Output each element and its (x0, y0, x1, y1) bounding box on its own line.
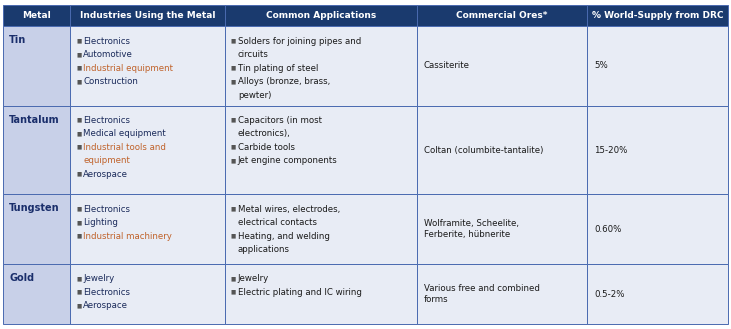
Bar (70, 106, 225, 194)
Text: Medical equipment: Medical equipment (83, 129, 166, 138)
Text: equipment: equipment (83, 156, 130, 165)
Bar (587, 106, 728, 194)
Text: ■: ■ (231, 79, 236, 84)
Text: Industries Using the Metal: Industries Using the Metal (80, 11, 216, 20)
Text: Tantalum: Tantalum (9, 114, 60, 125)
Bar (3, 26, 70, 106)
Text: Automotive: Automotive (83, 50, 133, 59)
Bar (587, 264, 728, 324)
Text: Lighting: Lighting (83, 218, 118, 227)
Text: Alloys (bronze, brass,: Alloys (bronze, brass, (238, 77, 330, 86)
Bar (417, 264, 587, 324)
Text: Jewelry: Jewelry (83, 274, 115, 283)
Text: electronics),: electronics), (238, 129, 291, 138)
Bar (225, 5, 417, 26)
Text: ■: ■ (77, 118, 82, 123)
Text: ■: ■ (231, 158, 236, 163)
Text: Electronics: Electronics (83, 37, 130, 45)
Text: ■: ■ (77, 303, 82, 308)
Text: ■: ■ (77, 290, 82, 295)
Text: circuits: circuits (238, 50, 269, 59)
Text: Common Applications: Common Applications (266, 11, 376, 20)
Text: 5%: 5% (594, 62, 608, 70)
Text: ■: ■ (77, 234, 82, 239)
Text: electrical contacts: electrical contacts (238, 218, 317, 227)
Bar (225, 26, 417, 106)
Bar (417, 26, 587, 106)
Text: applications: applications (238, 245, 290, 254)
Bar (587, 5, 728, 26)
Text: Cassiterite: Cassiterite (424, 62, 470, 70)
Text: ■: ■ (77, 145, 82, 150)
Text: 0.60%: 0.60% (594, 225, 622, 234)
Bar (3, 106, 70, 194)
Bar (225, 106, 417, 194)
Text: Gold: Gold (9, 273, 34, 283)
Text: Carbide tools: Carbide tools (238, 143, 295, 152)
Text: Industrial equipment: Industrial equipment (83, 63, 173, 72)
Text: Heating, and welding: Heating, and welding (238, 232, 330, 241)
Text: Various free and combined
forms: Various free and combined forms (424, 284, 540, 304)
Text: pewter): pewter) (238, 90, 271, 99)
Bar (225, 264, 417, 324)
Text: Industrial machinery: Industrial machinery (83, 232, 173, 241)
Text: ■: ■ (77, 79, 82, 84)
Text: ■: ■ (77, 131, 82, 136)
Text: Electronics: Electronics (83, 205, 130, 214)
Text: ■: ■ (77, 52, 82, 57)
Text: ■: ■ (77, 65, 82, 70)
Text: 15-20%: 15-20% (594, 145, 628, 155)
Bar (70, 5, 225, 26)
Bar (3, 194, 70, 264)
Text: ■: ■ (77, 220, 82, 225)
Text: ■: ■ (77, 172, 82, 177)
Text: ■: ■ (231, 118, 236, 123)
Text: Electric plating and IC wiring: Electric plating and IC wiring (238, 288, 362, 297)
Text: Commercial Ores*: Commercial Ores* (456, 11, 548, 20)
Text: ■: ■ (231, 290, 236, 295)
Text: ■: ■ (231, 234, 236, 239)
Text: Industrial tools and: Industrial tools and (83, 143, 166, 152)
Text: Capacitors (in most: Capacitors (in most (238, 116, 322, 125)
Bar (587, 194, 728, 264)
Bar (417, 106, 587, 194)
Text: ■: ■ (231, 65, 236, 70)
Text: Jewelry: Jewelry (238, 274, 269, 283)
Text: ■: ■ (231, 145, 236, 150)
Text: Construction: Construction (83, 77, 138, 86)
Text: Electronics: Electronics (83, 288, 130, 297)
Text: Jet engine components: Jet engine components (238, 156, 338, 165)
Text: ■: ■ (77, 207, 82, 212)
Bar (225, 194, 417, 264)
Text: % World-Supply from DRC: % World-Supply from DRC (592, 11, 724, 20)
Text: ■: ■ (231, 276, 236, 281)
Text: 0.5-2%: 0.5-2% (594, 290, 625, 298)
Text: ■: ■ (231, 207, 236, 212)
Text: Aerospace: Aerospace (83, 301, 129, 310)
Bar (3, 5, 70, 26)
Text: Metal wires, electrodes,: Metal wires, electrodes, (238, 205, 340, 214)
Bar (70, 194, 225, 264)
Text: ■: ■ (231, 38, 236, 43)
Text: Electronics: Electronics (83, 116, 130, 125)
Text: Tin plating of steel: Tin plating of steel (238, 63, 318, 72)
Text: Tungsten: Tungsten (9, 203, 60, 214)
Text: Aerospace: Aerospace (83, 170, 129, 179)
Text: Metal: Metal (23, 11, 51, 20)
Text: Tin: Tin (9, 35, 26, 45)
Bar (417, 5, 587, 26)
Bar (3, 264, 70, 324)
Text: ■: ■ (77, 38, 82, 43)
Bar (70, 264, 225, 324)
Text: ■: ■ (77, 276, 82, 281)
Bar (417, 194, 587, 264)
Text: Wolframite, Scheelite,
Ferberite, hübnerite: Wolframite, Scheelite, Ferberite, hübner… (424, 219, 519, 239)
Bar (587, 26, 728, 106)
Text: Coltan (columbite-tantalite): Coltan (columbite-tantalite) (424, 145, 543, 155)
Bar (70, 26, 225, 106)
Text: Solders for joining pipes and: Solders for joining pipes and (238, 37, 361, 45)
